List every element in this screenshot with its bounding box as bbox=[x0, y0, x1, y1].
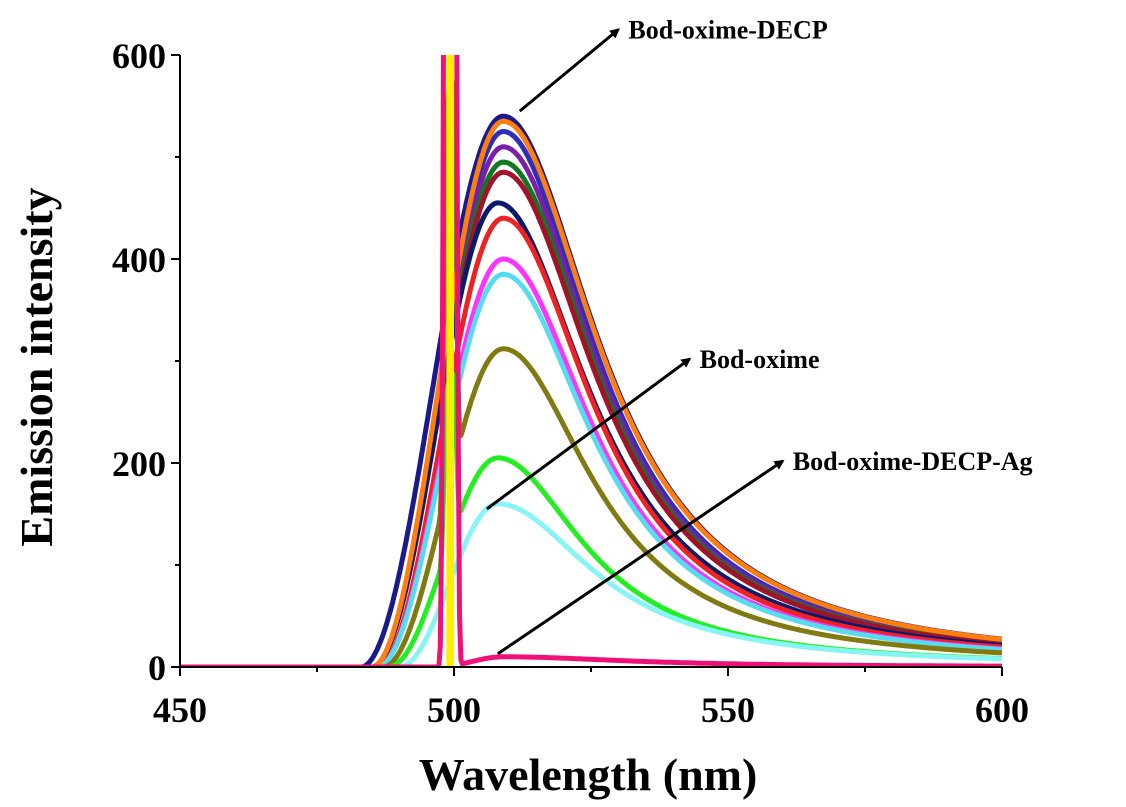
series-line-10 bbox=[180, 79, 1002, 667]
annotation-label-1: Bod-oxime-DECP bbox=[628, 16, 827, 45]
annotation-arrow-2 bbox=[485, 357, 692, 511]
series-line-7 bbox=[180, 215, 1002, 667]
y-tick-label: 600 bbox=[112, 36, 166, 76]
annotations: Bod-oxime-DECP Bod-oxime Bod-oxime-DECP-Ag bbox=[485, 16, 1033, 655]
y-tick-label: 400 bbox=[112, 240, 166, 280]
y-tick-label: 200 bbox=[112, 444, 166, 484]
series-line-12 bbox=[180, 501, 1002, 667]
series-line-14 bbox=[180, 55, 1002, 667]
series-line-13 bbox=[180, 118, 1002, 667]
axes: 450 500 550 600 0 200 400 600 bbox=[112, 36, 1029, 730]
annotation-arrow-1 bbox=[518, 28, 620, 113]
series-line-5 bbox=[180, 169, 1002, 667]
annotation-label-2: Bod-oxime bbox=[700, 345, 820, 374]
scatter-band bbox=[446, 55, 454, 667]
x-axis-title: Wavelength (nm) bbox=[419, 749, 758, 800]
y-axis-title: Emission intensity bbox=[11, 187, 62, 546]
x-tick-label: 450 bbox=[153, 690, 207, 730]
x-tick-label: 500 bbox=[427, 690, 481, 730]
annotation-label-3: Bod-oxime-DECP-Ag bbox=[793, 447, 1033, 476]
x-tick-label: 550 bbox=[701, 690, 755, 730]
annotation-arrow-3 bbox=[496, 459, 785, 655]
x-tick-label: 600 bbox=[975, 690, 1029, 730]
series-layer bbox=[180, 55, 1002, 667]
y-tick-label: 0 bbox=[148, 648, 166, 688]
